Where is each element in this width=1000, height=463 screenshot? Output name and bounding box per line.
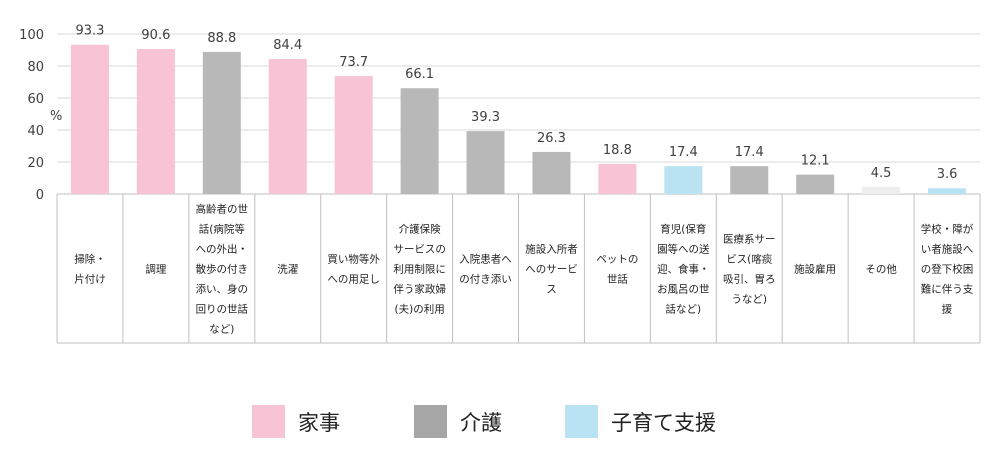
value-label: 88.8 [207,31,236,46]
x-tick-label: 高齢者の世話(病院等への外出・散歩の付き添い、身の回りの世話など) [196,203,249,336]
y-axis: 0 20 40 60 80 100 [19,28,44,203]
y-tick-label: 20 [27,156,44,171]
x-tick-label: 調理 [145,263,166,276]
legend-swatch [252,405,285,438]
bar [136,49,175,194]
category-table: 掃除・片付け 調理 高齢者の世話(病院等への外出・散歩の付き添い、身の回りの世話など… [56,194,981,344]
legend-swatch [565,405,598,438]
x-tick-label: ペットの世話 [596,254,638,286]
x-tick-label: 施設入所者へのサービス [525,243,578,296]
bars [70,44,967,195]
legend-swatch [414,405,447,438]
bar [466,131,505,194]
value-label: 90.6 [141,28,170,43]
legend-label: 子育て支援 [611,411,716,435]
x-tick-label: 入院患者への付き添い [459,253,512,286]
bar [862,186,901,194]
bar [928,188,967,194]
legend-label: 家事 [298,411,340,435]
value-label: 3.6 [937,167,958,182]
value-label: 12.1 [801,154,830,169]
value-label: 39.3 [471,110,500,125]
bar [730,166,769,194]
bar [202,51,241,194]
bar [532,151,571,194]
gridlines [57,33,980,195]
bar [268,58,307,195]
y-tick-label: 0 [36,188,44,203]
bar [334,76,373,194]
x-tick-label: 買い物等外への用足し [327,253,380,286]
x-tick-label: 施設雇用 [794,263,836,276]
value-label: 18.8 [603,143,632,158]
value-label: 26.3 [537,131,566,146]
value-label: 73.7 [339,55,368,70]
legend: 家事 介護 子育て支援 [252,405,716,438]
value-labels: 93.3 90.6 88.8 84.4 73.7 66.1 39.3 26.3 18.8 17.4… [75,24,957,183]
bar [400,88,439,194]
bar [664,166,703,194]
value-label: 4.5 [871,166,892,181]
x-tick-label: 介護保険サービスの利用制限に伴う家政婦(夫)の利用 [393,223,446,316]
x-tick-label: 育児(保育園等への送迎、食事・お風呂の世話など) [657,223,710,316]
bar [598,163,637,194]
bar [70,44,109,194]
legend-label: 介護 [460,411,502,435]
bar [796,174,835,194]
y-tick-label: 40 [27,124,44,139]
x-tick-label: 洗濯 [277,264,298,276]
x-tick-label: 掃除・片付け [74,253,106,286]
value-label: 84.4 [273,38,302,53]
x-tick-label: 学校・障がい者施設への登下校困難に伴う支援 [921,223,974,316]
y-tick-label: 60 [27,92,44,107]
value-label: 66.1 [405,67,434,82]
y-tick-label: 80 [27,60,44,75]
value-label: 17.4 [735,145,764,160]
x-tick-label: 医療系サービス(喀痰吸引、胃ろうなど) [723,233,776,306]
value-label: 93.3 [75,24,104,39]
y-tick-label: 100 [19,28,44,43]
value-label: 17.4 [669,145,698,160]
x-tick-label: その他 [865,263,897,276]
y-unit-label: % [50,109,62,124]
